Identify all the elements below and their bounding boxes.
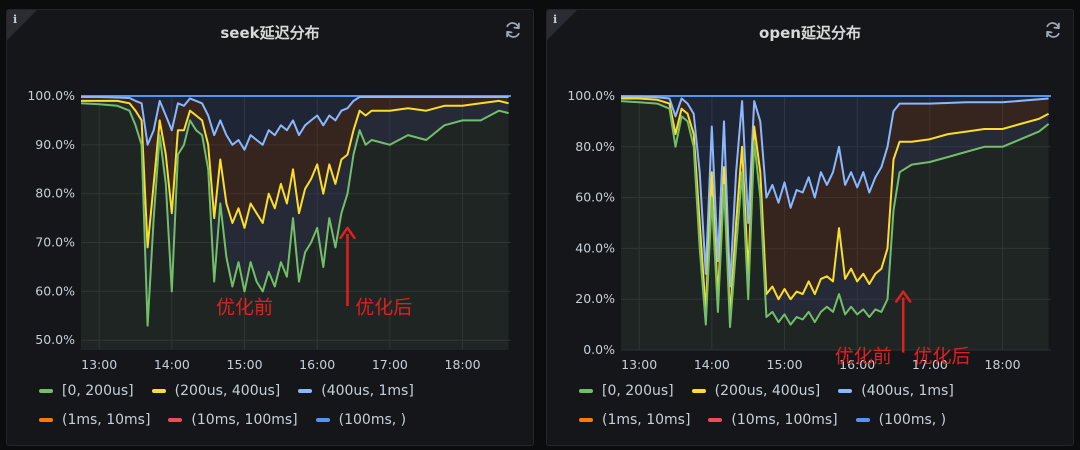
- chart-legend: [0, 200us] (200us, 400us] (400us, 1ms] (1ms…: [579, 381, 1059, 439]
- x-tick-label: 18:00: [985, 357, 1021, 372]
- legend-item[interactable]: (200us, 400us]: [151, 383, 281, 399]
- refresh-icon[interactable]: [1043, 20, 1063, 40]
- legend-swatch: [298, 389, 313, 393]
- open-latency-chart: 0.0% 20.0% 40.0% 60.0% 80.0% 100.0% 13:00 14:00…: [567, 88, 1051, 372]
- y-tick-label: 100.0%: [567, 88, 615, 103]
- legend-swatch: [855, 418, 870, 422]
- legend-label: (1ms, 10ms]: [602, 412, 691, 428]
- legend-swatch: [39, 418, 53, 422]
- y-tick-label: 100.0%: [27, 88, 75, 103]
- y-tick-label: 60.0%: [575, 190, 615, 205]
- y-tick-label: 50.0%: [35, 332, 75, 347]
- open-latency-panel: i open延迟分布 0.0% 20.0% 40.0% 60.0% 80.0% 100.0…: [546, 9, 1074, 446]
- series-line-1[interactable]: [81, 99, 509, 249]
- legend-swatch: [315, 418, 330, 422]
- legend-item[interactable]: (100ms, ): [855, 412, 947, 428]
- x-tick-label: 14:00: [694, 357, 730, 372]
- panel-title[interactable]: open延迟分布: [759, 24, 861, 42]
- area-band-2: [81, 97, 509, 248]
- x-tick-label: 14:00: [154, 357, 190, 372]
- panel-info-corner[interactable]: [547, 10, 577, 40]
- series-line-0[interactable]: [620, 100, 1050, 329]
- legend-item[interactable]: (400us, 1ms]: [838, 383, 954, 399]
- legend-label: [0, 200us]: [62, 383, 134, 399]
- x-tick-label: 16:00: [299, 357, 335, 372]
- legend-item[interactable]: (10ms, 100ms]: [708, 412, 838, 428]
- legend-label: (100ms, ): [338, 412, 407, 428]
- legend-label: (400us, 1ms]: [321, 383, 414, 399]
- y-tick-label: 90.0%: [35, 137, 75, 152]
- annotation-arrow: [339, 226, 356, 307]
- y-tick-label: 20.0%: [575, 291, 615, 306]
- legend-label: (10ms, 100ms]: [731, 412, 838, 428]
- refresh-icon[interactable]: [503, 20, 523, 40]
- legend-swatch: [579, 418, 593, 422]
- y-tick-label: 0.0%: [583, 342, 615, 357]
- series-line-2[interactable]: [620, 95, 1049, 288]
- legend-item[interactable]: (1ms, 10ms]: [39, 412, 150, 428]
- info-icon[interactable]: i: [553, 13, 558, 26]
- legend-item[interactable]: (200us, 400us]: [691, 383, 821, 399]
- x-tick-label: 17:00: [912, 357, 948, 372]
- legend-swatch: [691, 389, 706, 393]
- y-tick-label: 40.0%: [575, 240, 615, 255]
- legend-swatch: [579, 389, 593, 393]
- legend-item[interactable]: [0, 200us]: [579, 383, 674, 399]
- x-tick-label: 15:00: [227, 357, 263, 372]
- x-tick-label: 13:00: [81, 357, 117, 372]
- chart-legend: [0, 200us] (200us, 400us] (400us, 1ms] (1ms…: [39, 381, 519, 439]
- legend-label: (100ms, ): [878, 412, 947, 428]
- legend-row: [0, 200us] (200us, 400us] (400us, 1ms]: [579, 381, 1059, 401]
- legend-swatch: [39, 389, 53, 393]
- legend-row: [0, 200us] (200us, 400us] (400us, 1ms]: [39, 381, 519, 401]
- area-band-0: [81, 103, 509, 350]
- annotation-label: 优化前: [835, 346, 892, 368]
- annotation-arrow: [894, 290, 912, 353]
- x-tick-label: 15:00: [767, 357, 803, 372]
- annotation-label: 优化前: [216, 296, 273, 318]
- legend-item[interactable]: (100ms, ): [315, 412, 407, 428]
- legend-label: (200us, 400us]: [174, 383, 281, 399]
- y-tick-label: 70.0%: [35, 235, 75, 250]
- x-tick-label: 17:00: [372, 357, 408, 372]
- legend-label: (1ms, 10ms]: [62, 412, 151, 428]
- legend-row: (1ms, 10ms] (10ms, 100ms] (100ms, ): [39, 410, 519, 430]
- legend-row: (1ms, 10ms] (10ms, 100ms] (100ms, ): [579, 410, 1059, 430]
- legend-item[interactable]: (10ms, 100ms]: [168, 412, 298, 428]
- series-line-1[interactable]: [621, 97, 1050, 318]
- annotation-label: 优化后: [913, 346, 970, 368]
- panel-info-corner[interactable]: [7, 10, 37, 40]
- legend-swatch: [151, 389, 166, 393]
- y-tick-label: 60.0%: [35, 283, 75, 298]
- legend-label: (200us, 400us]: [714, 383, 821, 399]
- series-line-2[interactable]: [81, 96, 509, 151]
- seek-latency-panel: i seek延迟分布 50.0% 60.0% 70.0% 80.0% 90.0% 100.…: [6, 9, 534, 446]
- legend-label: (400us, 1ms]: [861, 383, 954, 399]
- annotation-label: 优化后: [355, 296, 412, 318]
- legend-item[interactable]: (1ms, 10ms]: [579, 412, 690, 428]
- x-tick-label: 13:00: [621, 357, 657, 372]
- y-tick-label: 80.0%: [35, 186, 75, 201]
- panel-title[interactable]: seek延迟分布: [220, 24, 320, 42]
- seek-latency-chart: 50.0% 60.0% 70.0% 80.0% 90.0% 100.0% 13:00 14:0…: [27, 88, 511, 372]
- series-line-0[interactable]: [80, 102, 509, 327]
- info-icon[interactable]: i: [13, 13, 18, 26]
- legend-label: [0, 200us]: [602, 383, 674, 399]
- legend-item[interactable]: [0, 200us]: [39, 383, 134, 399]
- legend-swatch: [708, 418, 723, 422]
- area-band-1: [81, 100, 509, 326]
- x-tick-label: 16:00: [839, 357, 875, 372]
- legend-item[interactable]: (400us, 1ms]: [298, 383, 414, 399]
- x-tick-label: 18:00: [445, 357, 481, 372]
- legend-swatch: [838, 389, 853, 393]
- area-band-top: [621, 96, 1049, 287]
- legend-swatch: [168, 418, 183, 422]
- y-tick-label: 80.0%: [575, 139, 615, 154]
- legend-label: (10ms, 100ms]: [191, 412, 298, 428]
